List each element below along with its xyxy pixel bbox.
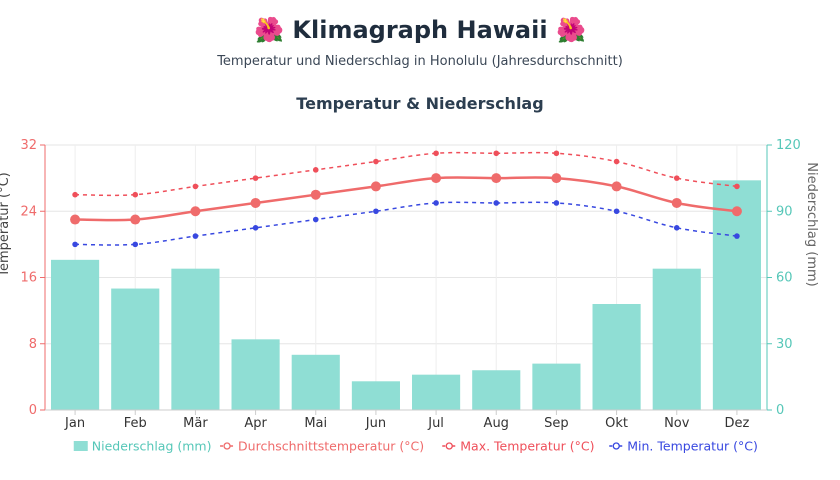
legend-label: Niederschlag (mm) (92, 439, 212, 454)
series-1-point-Apr (252, 175, 259, 181)
legend-swatch-bars (73, 441, 88, 451)
series-2-point-Okt (613, 208, 620, 215)
y-left-tick-label: 24 (20, 204, 37, 219)
bar-Sep (532, 363, 581, 410)
series-1-point-Jan (72, 191, 78, 198)
page-subtitle: Temperatur und Niederschlag in Honolulu … (217, 54, 623, 69)
y-right-tick-label: 60 (776, 271, 793, 286)
series-1-point-Okt (613, 158, 620, 165)
bar-Jan (51, 259, 100, 410)
bar-Mär (171, 268, 220, 410)
series-0-point-Aug (491, 173, 502, 184)
x-tick-label: Dez (724, 416, 749, 431)
line-layer (70, 150, 742, 248)
y-right-tick-label: 90 (776, 204, 793, 219)
series-2-point-Sep (553, 200, 560, 206)
bar-Nov (652, 268, 701, 410)
series-1-point-Jun (373, 158, 379, 165)
y-left-tick-label: 32 (20, 138, 37, 153)
y-left-tick-label: 16 (20, 271, 37, 286)
legend-swatch-dot (223, 442, 231, 450)
series-2-point-Mai (312, 216, 319, 223)
bar-Dez (712, 180, 761, 410)
y-right-tick-label: 120 (776, 138, 801, 153)
series-2-point-Dez (734, 233, 740, 239)
bar-Feb (111, 288, 160, 410)
legend-swatch-dot (445, 442, 453, 450)
x-tick-label: Jun (365, 416, 386, 431)
axis-layer: 0 8 16 24 32 0 30 60 90 120 Jan Feb Mär Apr Mai Jun Jul A… (0, 138, 819, 431)
bar-Apr (231, 339, 280, 410)
series-1-point-Jul (433, 150, 439, 157)
series-2-point-Jun (373, 208, 379, 215)
y-left-tick-label: 0 (29, 403, 37, 418)
series-0-point-Jul (431, 173, 442, 184)
series-2-point-Aug (493, 200, 500, 206)
series-2-point-Jul (433, 200, 439, 206)
series-0-point-Apr (250, 197, 261, 208)
x-tick-label: Jan (64, 416, 85, 431)
legend-layer: Niederschlag (mm) Durchschnittstemperatur… (73, 439, 758, 454)
series-0-point-Okt (611, 181, 622, 192)
legend-swatch-dot (612, 442, 620, 450)
x-tick-label: Feb (124, 416, 147, 431)
series-line-1 (75, 151, 738, 197)
series-1-point-Mai (312, 167, 319, 173)
bar-Aug (472, 370, 521, 410)
x-tick-label: Nov (664, 416, 690, 431)
x-tick-label: Okt (605, 416, 628, 431)
series-1-point-Sep (553, 150, 560, 157)
x-tick-label: Mär (183, 416, 208, 431)
legend-label: Max. Temperatur (°C) (460, 439, 594, 454)
series-0-point-Feb (130, 214, 141, 225)
legend-label: Durchschnittstemperatur (°C) (238, 439, 424, 454)
series-0-point-Nov (671, 197, 682, 208)
y-right-tick-label: 0 (776, 403, 784, 418)
series-0-point-Dez (731, 206, 742, 217)
bar-Mai (291, 354, 340, 410)
series-1-point-Feb (132, 191, 139, 198)
bar-layer (51, 180, 761, 410)
y-axis-left-title: Temperatur (°C) (0, 172, 12, 278)
series-2-point-Feb (132, 241, 139, 248)
series-0-point-Mai (310, 189, 321, 200)
series-0-point-Sep (551, 173, 562, 184)
series-0-point-Jan (70, 214, 81, 225)
series-1-point-Aug (493, 150, 500, 157)
y-right-tick-label: 30 (776, 337, 793, 352)
series-1-point-Nov (673, 175, 680, 181)
series-2-point-Nov (673, 225, 680, 231)
series-1-point-Dez (734, 183, 740, 190)
y-left-tick-label: 8 (29, 337, 37, 352)
x-tick-label: Mai (304, 416, 327, 431)
series-0-point-Jun (370, 181, 381, 192)
x-tick-label: Jul (427, 416, 444, 431)
x-tick-label: Aug (484, 416, 509, 431)
page-title: 🌺 Klimagraph Hawaii 🌺 (254, 16, 586, 44)
series-2-point-Jan (72, 241, 78, 248)
bar-Jun (351, 381, 400, 410)
series-2-point-Apr (252, 225, 259, 231)
series-0-point-Mär (190, 206, 201, 217)
chart-title: Temperatur & Niederschlag (296, 94, 544, 113)
x-tick-label: Sep (544, 416, 569, 431)
y-axis-right-title: Niederschlag (mm) (804, 162, 819, 287)
bar-Okt (592, 304, 641, 410)
legend-label: Min. Temperatur (°C) (627, 439, 758, 454)
series-line-0 (75, 176, 738, 222)
series-line-2 (75, 201, 738, 246)
bar-Jul (412, 374, 461, 410)
series-2-point-Mär (192, 233, 199, 239)
x-tick-label: Apr (244, 416, 267, 431)
series-1-point-Mär (192, 183, 199, 190)
